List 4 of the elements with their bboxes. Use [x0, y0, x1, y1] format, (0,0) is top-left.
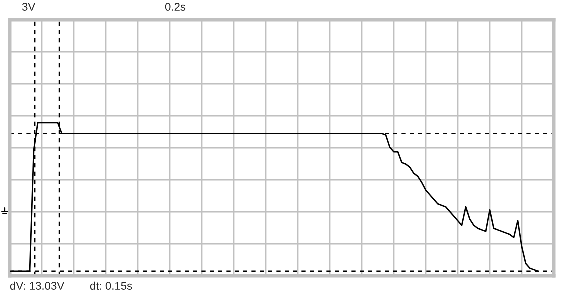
text: 0.2s — [165, 3, 186, 11]
text: 3V — [22, 3, 36, 11]
text: dV: 13.03V — [10, 282, 65, 290]
text: dt: 0.15s — [90, 282, 132, 290]
